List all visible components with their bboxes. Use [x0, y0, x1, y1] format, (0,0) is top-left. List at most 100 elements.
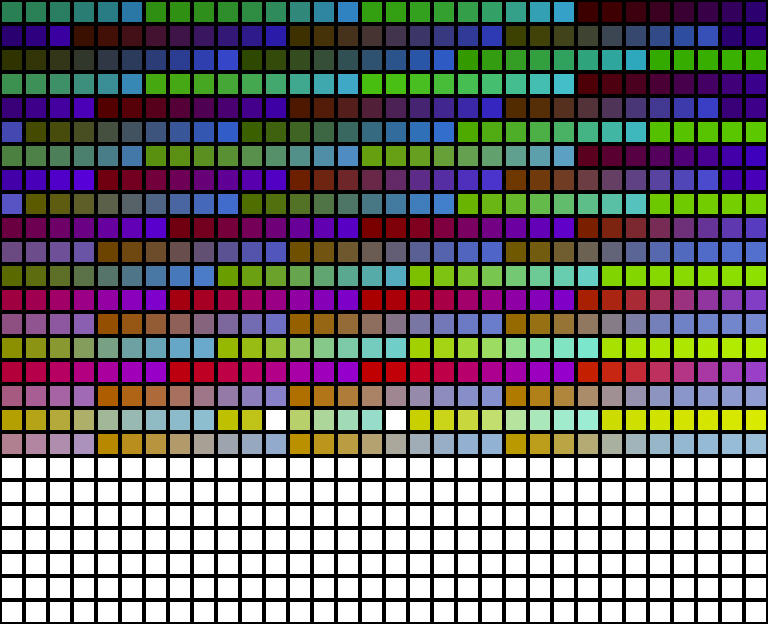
empty-cell[interactable]: [552, 480, 576, 504]
color-swatch[interactable]: [312, 408, 336, 432]
color-swatch[interactable]: [672, 288, 696, 312]
color-swatch[interactable]: [384, 96, 408, 120]
empty-cell[interactable]: [456, 480, 480, 504]
color-swatch[interactable]: [288, 336, 312, 360]
color-swatch[interactable]: [48, 24, 72, 48]
color-swatch[interactable]: [288, 24, 312, 48]
color-swatch[interactable]: [744, 192, 768, 216]
color-swatch[interactable]: [264, 408, 288, 432]
color-swatch[interactable]: [576, 360, 600, 384]
color-swatch[interactable]: [240, 336, 264, 360]
color-swatch[interactable]: [144, 288, 168, 312]
color-swatch[interactable]: [240, 48, 264, 72]
empty-cell[interactable]: [240, 576, 264, 600]
color-swatch[interactable]: [744, 360, 768, 384]
color-swatch[interactable]: [48, 408, 72, 432]
color-swatch[interactable]: [192, 384, 216, 408]
color-swatch[interactable]: [744, 72, 768, 96]
empty-cell[interactable]: [264, 504, 288, 528]
color-swatch[interactable]: [720, 384, 744, 408]
color-swatch[interactable]: [480, 144, 504, 168]
color-swatch[interactable]: [120, 192, 144, 216]
color-swatch[interactable]: [312, 240, 336, 264]
empty-cell[interactable]: [24, 504, 48, 528]
color-swatch[interactable]: [744, 0, 768, 24]
color-swatch[interactable]: [456, 360, 480, 384]
color-swatch[interactable]: [648, 288, 672, 312]
color-swatch[interactable]: [720, 288, 744, 312]
empty-cell[interactable]: [120, 600, 144, 624]
color-swatch[interactable]: [360, 288, 384, 312]
color-swatch[interactable]: [336, 288, 360, 312]
color-swatch[interactable]: [264, 24, 288, 48]
empty-cell[interactable]: [144, 600, 168, 624]
color-swatch[interactable]: [744, 432, 768, 456]
empty-cell[interactable]: [384, 576, 408, 600]
color-swatch[interactable]: [120, 408, 144, 432]
color-swatch[interactable]: [192, 144, 216, 168]
color-swatch[interactable]: [96, 48, 120, 72]
color-swatch[interactable]: [120, 264, 144, 288]
empty-cell[interactable]: [624, 528, 648, 552]
color-swatch[interactable]: [336, 0, 360, 24]
color-swatch[interactable]: [744, 216, 768, 240]
color-swatch[interactable]: [360, 240, 384, 264]
color-swatch[interactable]: [504, 96, 528, 120]
color-swatch[interactable]: [168, 336, 192, 360]
color-swatch[interactable]: [456, 288, 480, 312]
color-swatch[interactable]: [264, 168, 288, 192]
color-swatch[interactable]: [720, 360, 744, 384]
color-swatch[interactable]: [144, 120, 168, 144]
color-swatch[interactable]: [168, 312, 192, 336]
color-swatch[interactable]: [240, 432, 264, 456]
color-swatch[interactable]: [480, 432, 504, 456]
color-swatch[interactable]: [624, 168, 648, 192]
color-swatch[interactable]: [72, 432, 96, 456]
empty-cell[interactable]: [216, 528, 240, 552]
empty-cell[interactable]: [48, 552, 72, 576]
color-swatch[interactable]: [408, 432, 432, 456]
color-swatch[interactable]: [504, 264, 528, 288]
color-swatch[interactable]: [312, 288, 336, 312]
color-swatch[interactable]: [336, 312, 360, 336]
color-swatch[interactable]: [672, 384, 696, 408]
color-swatch[interactable]: [600, 360, 624, 384]
color-swatch[interactable]: [0, 120, 24, 144]
empty-cell[interactable]: [504, 456, 528, 480]
empty-cell[interactable]: [96, 456, 120, 480]
empty-cell[interactable]: [312, 528, 336, 552]
color-swatch[interactable]: [480, 192, 504, 216]
color-swatch[interactable]: [672, 48, 696, 72]
empty-cell[interactable]: [0, 552, 24, 576]
color-swatch[interactable]: [312, 96, 336, 120]
color-swatch[interactable]: [264, 144, 288, 168]
color-swatch[interactable]: [480, 0, 504, 24]
color-swatch[interactable]: [240, 120, 264, 144]
color-swatch[interactable]: [672, 264, 696, 288]
color-swatch[interactable]: [576, 0, 600, 24]
color-swatch[interactable]: [120, 24, 144, 48]
color-swatch[interactable]: [360, 24, 384, 48]
color-swatch[interactable]: [48, 72, 72, 96]
color-swatch[interactable]: [576, 216, 600, 240]
empty-cell[interactable]: [48, 456, 72, 480]
empty-cell[interactable]: [480, 552, 504, 576]
color-swatch[interactable]: [408, 120, 432, 144]
color-swatch[interactable]: [288, 360, 312, 384]
empty-cell[interactable]: [288, 576, 312, 600]
color-swatch[interactable]: [648, 24, 672, 48]
empty-cell[interactable]: [552, 528, 576, 552]
color-swatch[interactable]: [24, 0, 48, 24]
empty-cell[interactable]: [240, 528, 264, 552]
color-swatch[interactable]: [24, 432, 48, 456]
color-swatch[interactable]: [48, 144, 72, 168]
color-swatch[interactable]: [360, 0, 384, 24]
color-swatch[interactable]: [720, 264, 744, 288]
color-swatch[interactable]: [432, 360, 456, 384]
color-swatch[interactable]: [192, 432, 216, 456]
empty-cell[interactable]: [24, 552, 48, 576]
color-swatch[interactable]: [576, 48, 600, 72]
color-swatch[interactable]: [240, 216, 264, 240]
color-swatch[interactable]: [408, 72, 432, 96]
empty-cell[interactable]: [504, 600, 528, 624]
